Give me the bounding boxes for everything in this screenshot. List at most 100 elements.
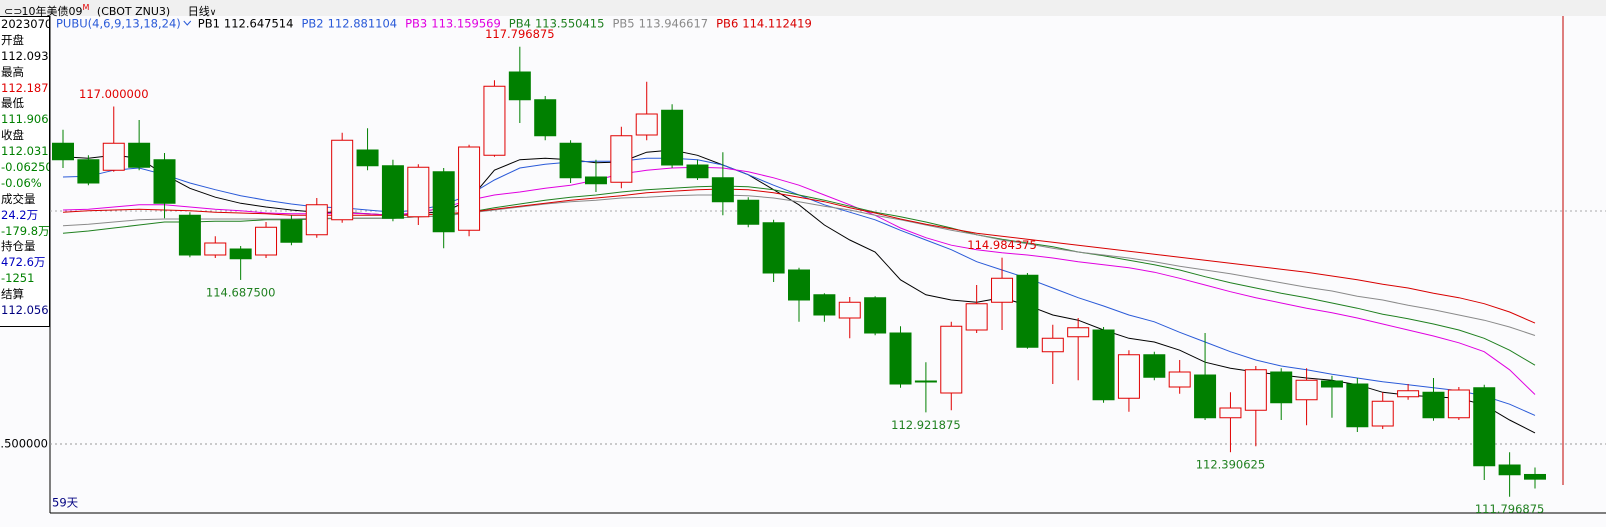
candle-body [864,297,887,334]
candle-body [1447,389,1470,419]
info-value: 111.9062 [1,112,49,127]
candle-body [1295,379,1318,401]
title: 10年美债09 [21,4,83,18]
candle-body [458,146,481,231]
legend-name: PB2 [301,17,323,31]
candle-body [1244,369,1267,411]
candle-body [813,294,836,316]
info-value: 112.0937 [1,48,49,63]
legend-value: 113.550415 [535,17,605,31]
candle-body [1397,390,1420,398]
legend-value: 114.112419 [742,17,812,31]
candle-body [1067,327,1090,338]
price-annotation: 117.000000 [79,87,149,101]
info-value: -0.06% [1,175,42,190]
candle-body [1143,354,1166,378]
candle-body [788,269,810,301]
days-label: 59天 [52,496,79,510]
info-panel: 20230703 开盘112.0937最高112.1875最低111.9062收… [0,16,50,327]
info-value: -179.8万 [1,223,50,238]
indicator-menu[interactable] [183,20,192,26]
legend-name: PB3 [405,17,427,31]
period[interactable]: 日线 [187,4,210,18]
y-tick-label: 112.500000 [0,437,48,451]
candle-body [534,99,557,137]
candle-body [635,113,658,136]
candle-body [686,164,709,179]
candle-body [1498,464,1521,476]
candle-body [77,159,100,184]
info-label: 成交量 [1,191,36,206]
candle-body [204,242,227,256]
candle-body [52,142,74,161]
info-label: 持仓量 [1,239,36,254]
candle-body [178,214,201,256]
title-sup: M [82,3,90,12]
legend-name: PB5 [612,17,634,31]
info-label: 最低 [1,96,24,111]
candle-body [1346,383,1369,428]
candle-body [1422,391,1445,419]
candle-body [331,139,354,221]
info-date: 20230703 [1,17,49,31]
info-value: -1251 [1,271,35,286]
price-annotation: 112.921875 [891,418,961,432]
info-value: 112.0569 [1,303,49,318]
candle-body [762,222,785,274]
candle-body [914,380,937,383]
candle-body [559,142,582,179]
indicator-name: PUBU(4,6,9,13,18,24) [56,17,181,31]
info-label: 开盘 [1,32,24,47]
candle-body [661,109,684,166]
candles [52,46,1546,497]
candle-body [1117,354,1140,399]
candle-body [1473,387,1496,467]
candle-body [153,159,176,204]
top-bar: ⊂⊃ 10年美债09M (CBOT ZNU3) 日线∨ [0,0,1606,18]
candle-body [1219,407,1242,419]
candle-body [1168,371,1191,388]
candle-body [584,176,607,185]
candle-body [965,303,988,331]
info-label: 最高 [1,64,24,79]
candle-body [229,248,252,260]
candle-body [1320,380,1343,388]
candle-body [737,199,760,225]
info-label: 结算 [1,287,24,302]
candle-body [1194,374,1217,419]
info-value: 24.2万 [1,207,39,222]
info-value: 472.6万 [1,255,46,270]
candle-body [508,71,531,101]
candle-body [711,177,734,203]
info-value: -0.06250 [1,160,50,175]
candle-body [889,332,912,385]
candle-body [1371,400,1394,427]
info-label: 收盘 [1,128,24,143]
candle-body [356,149,379,167]
legend-name: PB6 [716,17,738,31]
candle-body [255,226,278,256]
symbol: (CBOT ZNU3) [96,4,171,18]
candle-body [1270,371,1293,404]
candle-body [1524,473,1546,480]
price-annotation: 117.796875 [485,27,555,41]
candle-body [991,277,1014,303]
candle-body [1041,337,1064,353]
legend-value: 112.647514 [224,17,294,31]
price-annotation: 112.390625 [1196,458,1266,472]
candle-body [483,85,506,156]
candle-body [432,171,455,233]
candle-body [1092,329,1115,401]
candle-body [407,166,430,218]
candle-body [1016,274,1039,348]
info-value: 112.0312 [1,144,49,159]
period-menu[interactable]: ∨ [209,7,217,18]
candle-body [280,219,303,243]
candle-body [102,142,125,171]
candle-body [128,142,151,168]
legend-value: 113.159569 [431,17,501,31]
price-annotation: 114.687500 [206,285,276,299]
candle-body [381,165,404,219]
